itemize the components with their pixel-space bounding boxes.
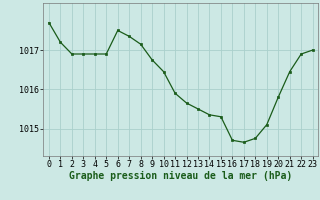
X-axis label: Graphe pression niveau de la mer (hPa): Graphe pression niveau de la mer (hPa) xyxy=(69,171,292,181)
